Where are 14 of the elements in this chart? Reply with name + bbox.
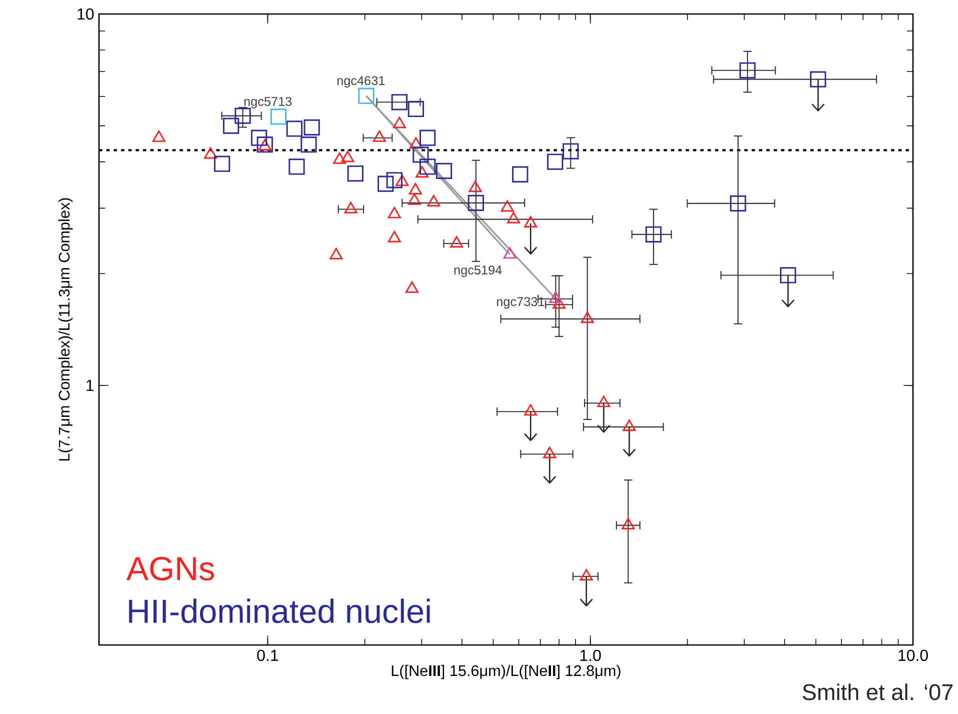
text: HII-dominated nuclei <box>129 598 430 624</box>
x-axis-title: L([NeIII] 15.6μm)/L([NeII] 12.8μm) <box>392 664 620 680</box>
annotation: ngc4631 <box>337 76 385 88</box>
annotation: ngc7331 <box>497 297 544 309</box>
text: Smith et al. ‘07 <box>802 684 953 700</box>
text: AGNs <box>126 556 214 580</box>
y-axis-title: L(7.7μm Complex)/L(11.3μm Complex) <box>58 198 73 460</box>
x-tick-label: 1.0 <box>580 650 601 662</box>
x-tick-label: 0.1 <box>257 650 278 662</box>
y-tick-label: 10 <box>78 8 94 20</box>
x-tick-label: 10.0 <box>898 650 928 662</box>
annotation: ngc5713 <box>244 96 292 108</box>
y-tick-label: 1 <box>86 380 94 391</box>
annotation: ngc5194 <box>454 266 502 278</box>
